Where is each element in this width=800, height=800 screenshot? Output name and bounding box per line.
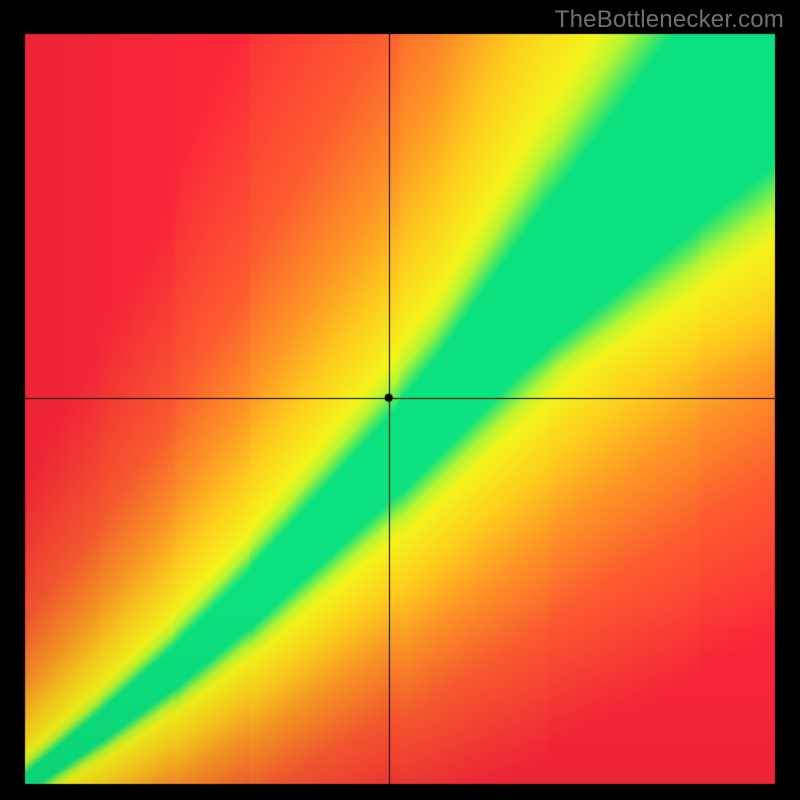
bottleneck-heatmap [0, 0, 800, 800]
watermark-text: TheBottlenecker.com [555, 6, 784, 34]
